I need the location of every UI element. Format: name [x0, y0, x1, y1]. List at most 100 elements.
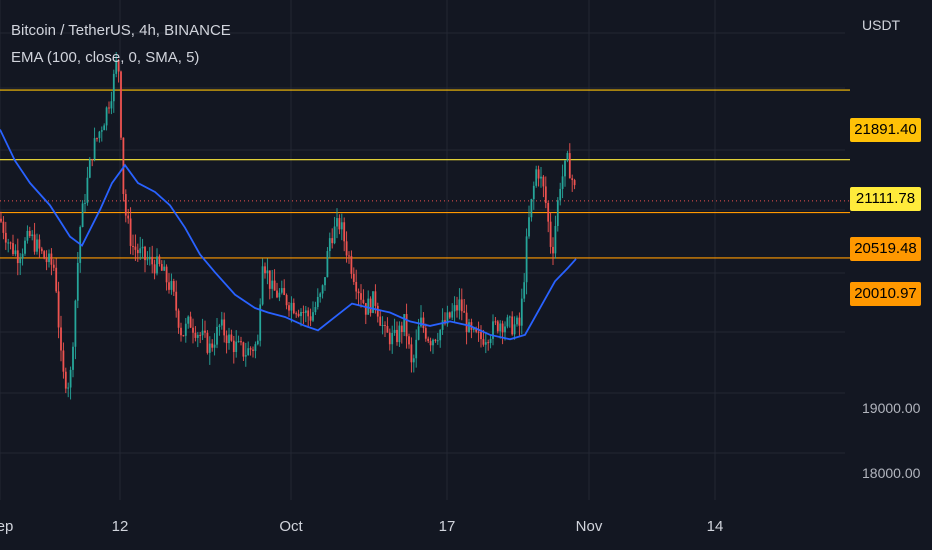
candle-body: [146, 259, 149, 261]
candle-body: [76, 262, 79, 301]
candle-body: [345, 241, 348, 256]
candle-body: [112, 73, 115, 102]
candle-body: [472, 328, 475, 330]
candle-body: [276, 290, 278, 298]
candle-body: [168, 282, 170, 290]
candle-body: [69, 369, 72, 388]
candle-body: [165, 266, 168, 283]
candle-body: [448, 312, 451, 318]
candle-body: [206, 332, 209, 353]
y-tick-label: 18000.00: [862, 465, 921, 481]
candle-body: [420, 317, 422, 327]
candle-body: [386, 325, 389, 333]
candle-body: [360, 293, 362, 300]
candle-body: [571, 178, 574, 181]
candle-body: [177, 310, 180, 328]
candle-body: [223, 319, 226, 336]
candle-body: [86, 177, 89, 203]
candle-body: [525, 236, 528, 283]
candle-body: [458, 299, 461, 311]
candle-body: [424, 328, 427, 339]
candle-body: [523, 282, 526, 299]
candle-body: [60, 327, 62, 351]
candle-body: [172, 281, 175, 292]
level-price-tag[interactable]: 20519.48: [850, 237, 921, 261]
candle-body: [208, 343, 211, 353]
candle-body: [148, 256, 151, 260]
candle-body: [314, 306, 317, 313]
candle-body: [151, 256, 154, 265]
candle-body: [240, 341, 242, 343]
candle-body: [180, 327, 182, 336]
candle-body: [446, 312, 449, 324]
candle-body: [129, 218, 132, 246]
candle-body: [405, 314, 408, 337]
candle-body: [357, 291, 360, 294]
candle-body: [268, 270, 271, 289]
candle-body: [463, 311, 466, 313]
candle-body: [31, 234, 34, 236]
candle-body: [427, 338, 430, 342]
candle-body: [52, 264, 55, 268]
candle-body: [561, 176, 564, 189]
candle-body: [244, 355, 247, 357]
candle-body: [36, 239, 38, 252]
candle-body: [379, 316, 382, 326]
candle-body: [540, 176, 542, 179]
candles[interactable]: [0, 52, 576, 400]
candle-body: [33, 234, 36, 252]
candle-body: [256, 340, 259, 345]
candle-body: [127, 215, 130, 219]
candle-body: [475, 328, 478, 332]
candle-body: [300, 311, 302, 317]
candle-body: [280, 288, 283, 293]
candle-body: [494, 321, 497, 323]
candle-body: [141, 246, 144, 249]
level-price-tag[interactable]: 21891.40: [850, 118, 921, 142]
candle-body: [124, 194, 127, 216]
candle-body: [57, 291, 60, 328]
candle-body: [465, 312, 468, 333]
candle-body: [340, 222, 343, 230]
candle-body: [220, 319, 223, 326]
candle-body: [396, 329, 398, 343]
candle-body: [182, 335, 185, 337]
x-tick-label: Sep: [0, 518, 14, 535]
candle-body: [391, 332, 394, 345]
candle-body: [436, 340, 439, 342]
candle-body: [338, 218, 341, 230]
candle-body: [14, 250, 17, 255]
candle-body: [292, 302, 295, 314]
candle-body: [261, 266, 264, 305]
candle-body: [249, 348, 252, 350]
candle-body: [496, 321, 499, 332]
level-price-tag[interactable]: 20010.97: [850, 282, 921, 306]
candle-body: [62, 350, 65, 372]
candle-body: [110, 101, 113, 109]
candle-body: [48, 253, 50, 263]
candle-body: [283, 288, 286, 295]
candle-body: [160, 264, 163, 271]
candle-body: [228, 334, 230, 344]
ema-line[interactable]: [0, 129, 577, 341]
candle-body: [192, 327, 194, 333]
indicator-label[interactable]: EMA (100, close, 0, SMA, 5): [11, 49, 200, 66]
candle-body: [45, 258, 48, 263]
candle-body: [480, 331, 482, 340]
candle-body: [204, 330, 206, 333]
horizontal-levels[interactable]: [0, 89, 850, 259]
level-price-tag[interactable]: 21111.78: [850, 187, 921, 211]
candle-body: [28, 230, 31, 236]
candle-body: [374, 291, 377, 306]
candle-body: [501, 323, 504, 333]
candle-body: [230, 334, 233, 341]
candle-body: [542, 176, 545, 187]
candle-body: [278, 292, 281, 298]
candle-body: [307, 310, 310, 317]
candle-body: [412, 358, 415, 363]
symbol-title[interactable]: Bitcoin / TetherUS, 4h, BINANCE: [11, 22, 231, 39]
candle-body: [376, 305, 379, 317]
candle-body: [549, 221, 552, 247]
candle-body: [566, 153, 569, 161]
